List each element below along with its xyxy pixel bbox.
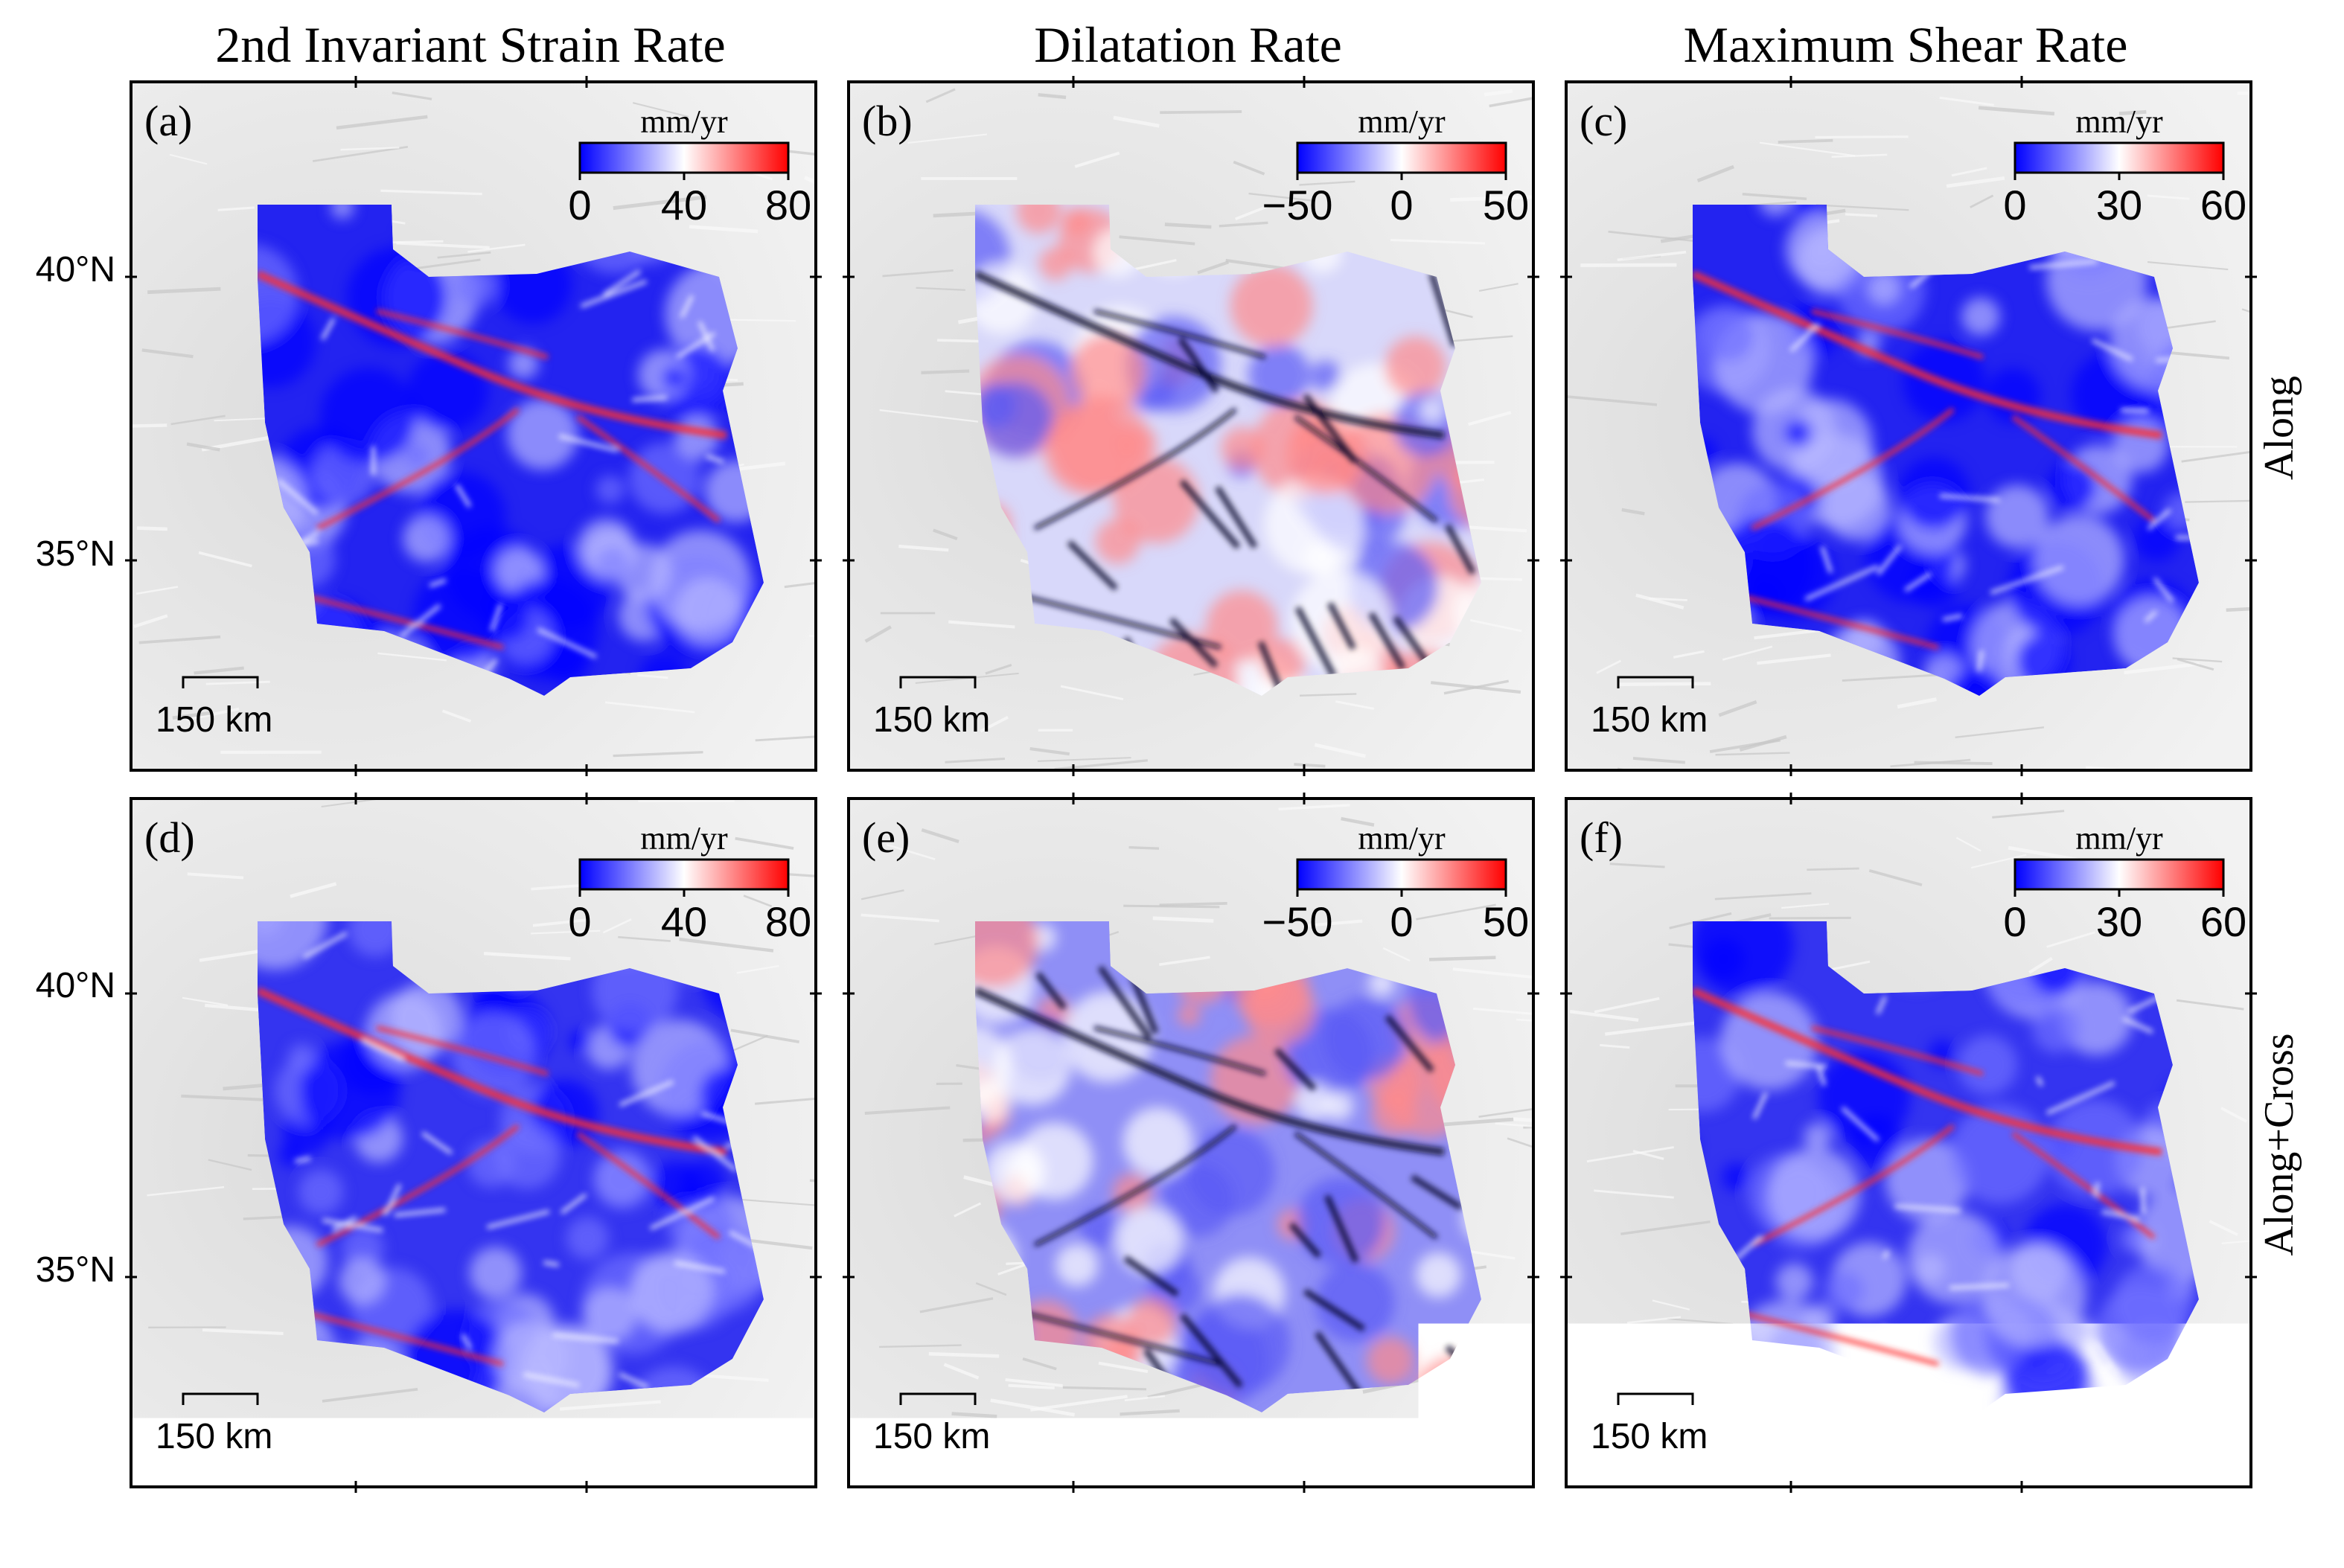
lon-label-col3-100e: 100°E — [1742, 1503, 1839, 1543]
panel-c: (c) mm/yr 0 30 60 150 km — [1560, 76, 2311, 783]
colorbar — [580, 143, 788, 173]
colorbar-tick-label: −50 — [1262, 898, 1333, 945]
colorbar-unit: mm/yr — [1358, 820, 1446, 857]
lon-label-col2-110e: 110°E — [1487, 1503, 1583, 1543]
scale-bar-label: 150 km — [1591, 700, 1708, 740]
colorbar-tick-label: 0 — [2003, 898, 2026, 945]
panel-f: (f) mm/yr 0 30 60 150 km — [1560, 793, 2304, 1493]
lon-label-col1-100e: 100°E — [307, 1503, 404, 1543]
panel-grid: (a) mm/yr0 40 80150 km(b) mm/yr−50 0 50150 km(… — [125, 76, 2311, 1497]
lon-label-col2-100e: 100°E — [1024, 1503, 1122, 1543]
colorbar-tick-label: 50 — [1483, 898, 1529, 945]
colorbar-tick-label: 40 — [661, 898, 707, 945]
scale-bar-label: 150 km — [1591, 1417, 1708, 1456]
colorbar-tick-label: 0 — [1390, 898, 1413, 945]
lat-label-row1-40n: 40°N — [36, 250, 115, 289]
panel-e: (e) mm/yr −50 0 50 150 km — [843, 793, 1624, 1493]
panel-tag: (b) — [862, 97, 913, 145]
colorbar-tick-label: 0 — [568, 898, 591, 945]
scale-bar-label: 150 km — [156, 700, 272, 740]
colorbar-tick-label: 50 — [1483, 182, 1529, 228]
panel-tag: (a) — [144, 97, 192, 145]
colorbar-tick-label: 80 — [765, 898, 811, 945]
lon-label-col3-110e: 110°E — [2205, 1503, 2300, 1543]
figure: 2nd Invariant Strain Rate Dilatation Rat… — [0, 0, 2344, 1568]
lon-label-col1-110e: 110°E — [770, 1503, 865, 1543]
panel-tag: (c) — [1580, 97, 1627, 145]
colorbar — [1297, 143, 1506, 173]
panel-b: (b) mm/yr −50 0 50 150 km — [843, 76, 1553, 776]
colorbar-tick-label: 40 — [661, 182, 707, 228]
colorbar — [580, 860, 788, 889]
colorbar-unit: mm/yr — [2075, 820, 2163, 857]
colorbar-unit: mm/yr — [640, 103, 728, 140]
colorbar-tick-label: 30 — [2096, 898, 2142, 945]
colorbar-tick-label: 60 — [2200, 182, 2246, 228]
colorbar-tick-label: 0 — [1390, 182, 1413, 228]
column-title-2: Dilatation Rate — [1034, 16, 1342, 73]
panel-d: (d) mm/yr 0 40 80 150 km — [125, 793, 898, 1497]
column-title-1: 2nd Invariant Strain Rate — [215, 16, 725, 73]
scale-bar-label: 150 km — [156, 1417, 272, 1456]
colorbar-tick-label: 60 — [2200, 898, 2246, 945]
colorbar-tick-label: 30 — [2096, 182, 2142, 228]
colorbar-tick-label: 80 — [765, 182, 811, 228]
row-label-along: Along — [2256, 376, 2302, 480]
colorbar-tick-label: 0 — [568, 182, 591, 228]
panel-tag: (d) — [144, 813, 195, 862]
lat-label-row2-40n: 40°N — [36, 966, 115, 1005]
panel-tag: (f) — [1580, 813, 1623, 862]
lat-label-row1-35n: 35°N — [36, 534, 115, 574]
colorbar-tick-label: 0 — [2003, 182, 2026, 228]
panel-a: (a) mm/yr 0 40 80 150 km — [125, 76, 899, 776]
colorbar-unit: mm/yr — [640, 820, 728, 857]
column-title-3: Maximum Shear Rate — [1684, 16, 2128, 73]
scale-bar-label: 150 km — [873, 700, 990, 740]
colorbar-unit: mm/yr — [2075, 103, 2163, 140]
colorbar — [1297, 860, 1506, 889]
panel-tag: (e) — [862, 813, 910, 862]
colorbar-unit: mm/yr — [1358, 103, 1446, 140]
colorbar — [2015, 143, 2223, 173]
colorbar-tick-label: −50 — [1262, 182, 1333, 228]
scale-bar-label: 150 km — [873, 1417, 990, 1456]
row-label-along-cross: Along+Cross — [2256, 1033, 2302, 1255]
lat-label-row2-35n: 35°N — [36, 1250, 115, 1290]
colorbar — [2015, 860, 2223, 889]
